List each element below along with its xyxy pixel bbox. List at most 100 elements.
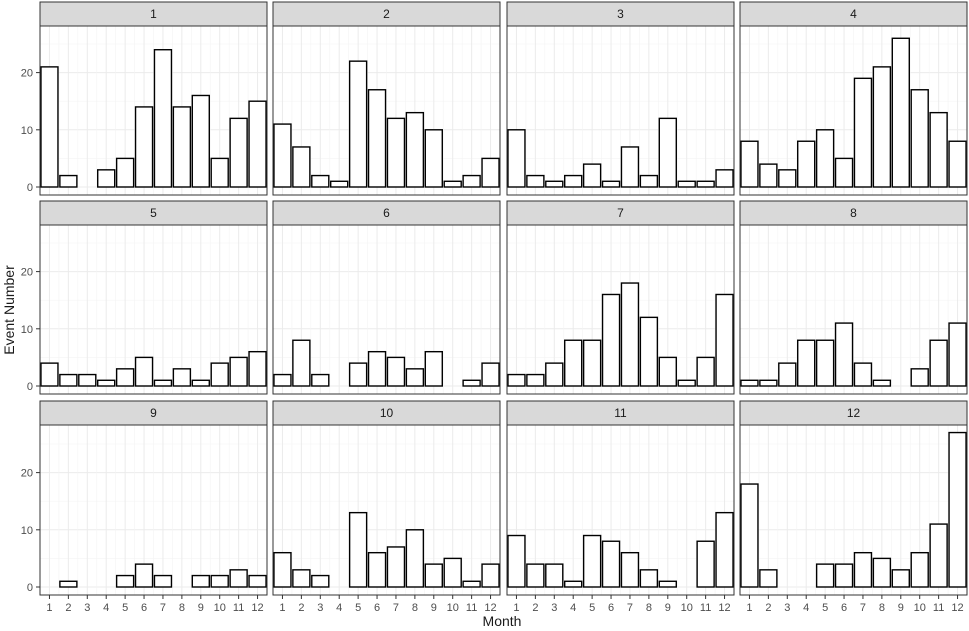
bar-panel-11-month-4 bbox=[564, 580, 583, 588]
x-tick-label: 10 bbox=[214, 602, 226, 614]
bar-panel-10-month-12 bbox=[481, 563, 500, 588]
bar-panel-7-month-3 bbox=[545, 362, 564, 387]
x-axes: 1 2 3 4 5 6 7 8 9 10 11 12 1 2 3 4 5 6 7 8 9 10 11 12 1 2 3 4 5 6 7 8 9 1… bbox=[46, 595, 964, 614]
bar-panel-3-month-11 bbox=[696, 180, 715, 188]
panel-border bbox=[739, 424, 968, 596]
x-tick-label: 2 bbox=[532, 602, 538, 614]
x-tick-label: 4 bbox=[570, 602, 576, 614]
x-tick-label: 4 bbox=[803, 602, 809, 614]
x-tick-label: 9 bbox=[431, 602, 437, 614]
x-tick-label: 6 bbox=[608, 602, 614, 614]
bar-panel-8-month-8 bbox=[872, 379, 892, 387]
x-tick-label: 7 bbox=[393, 602, 399, 614]
bar-panel-8-month-6 bbox=[834, 322, 854, 387]
bar-panel-12-month-7 bbox=[853, 551, 873, 588]
facet-strip-label: 12 bbox=[847, 406, 861, 420]
bar-panel-3-month-7 bbox=[620, 146, 640, 188]
bar-panel-1-month-2 bbox=[59, 174, 78, 188]
x-tick-label: 5 bbox=[122, 602, 128, 614]
x-tick-label: 10 bbox=[914, 602, 926, 614]
x-tick-label: 10 bbox=[681, 602, 693, 614]
bar-panel-6-month-6 bbox=[367, 350, 387, 387]
bar-panel-5-month-8 bbox=[172, 368, 192, 387]
y-tick-label: 0 bbox=[27, 582, 33, 594]
bar-panel-11-month-9 bbox=[658, 580, 677, 588]
bar-panel-10-month-11 bbox=[462, 580, 481, 588]
x-tick-label: 7 bbox=[627, 602, 633, 614]
bar-panel-9-month-11 bbox=[229, 569, 248, 588]
bar-panel-12-month-8 bbox=[872, 557, 892, 588]
x-tick-label: 9 bbox=[198, 602, 204, 614]
bar-panel-7-month-12 bbox=[715, 293, 734, 387]
bar-panel-4-month-5 bbox=[815, 129, 835, 188]
bar-panel-7-month-1 bbox=[507, 373, 526, 387]
bar-panel-5-month-10 bbox=[210, 362, 229, 387]
bar-panel-6-month-7 bbox=[386, 356, 406, 387]
bar-panel-3-month-12 bbox=[715, 169, 734, 188]
panel-border bbox=[506, 224, 735, 395]
bar-panel-3-month-3 bbox=[545, 180, 564, 188]
y-tick-label: 10 bbox=[21, 324, 33, 336]
y-tick-label: 20 bbox=[21, 267, 33, 279]
bar-panel-5-month-3 bbox=[78, 373, 97, 387]
x-tick-label: 12 bbox=[484, 602, 496, 614]
bar-panel-7-month-4 bbox=[564, 339, 583, 387]
x-tick-label: 8 bbox=[879, 602, 885, 614]
bar-panel-10-month-3 bbox=[311, 574, 330, 588]
bar-panel-5-month-9 bbox=[191, 379, 210, 387]
x-tick-label: 3 bbox=[84, 602, 90, 614]
bar-panel-1-month-8 bbox=[172, 106, 192, 188]
bar-panel-3-month-2 bbox=[526, 174, 545, 188]
bar-panel-10-month-2 bbox=[292, 569, 311, 588]
y-axis-title: Event Number bbox=[1, 265, 17, 355]
bar-panel-2-month-10 bbox=[443, 180, 462, 188]
x-tick-label: 2 bbox=[298, 602, 304, 614]
bar-panel-2-month-9 bbox=[424, 129, 443, 188]
bar-panel-8-month-11 bbox=[929, 339, 948, 387]
bar-panel-11-month-6 bbox=[601, 540, 621, 588]
bar-panel-2-month-12 bbox=[481, 157, 500, 188]
bar-panel-4-month-9 bbox=[891, 37, 910, 188]
bar-panel-5-month-4 bbox=[97, 379, 116, 387]
facet-strip bbox=[739, 400, 968, 426]
bar-panel-11-month-8 bbox=[639, 569, 659, 588]
bar-panel-9-month-12 bbox=[248, 574, 267, 588]
x-tick-label: 11 bbox=[233, 602, 244, 614]
x-tick-label: 11 bbox=[933, 602, 944, 614]
facet-strip-label: 5 bbox=[150, 206, 157, 220]
bar-panel-12-month-11 bbox=[929, 523, 948, 588]
y-tick-label: 0 bbox=[27, 381, 33, 393]
bar-panel-8-month-12 bbox=[948, 322, 967, 387]
facet-panel-2: 2 bbox=[272, 1, 501, 196]
facet-panels: 1 2 3 45 6 7 89 10 11 12 bbox=[39, 1, 968, 596]
x-tick-label: 7 bbox=[860, 602, 866, 614]
x-tick-label: 7 bbox=[160, 602, 166, 614]
bar-panel-2-month-4 bbox=[330, 180, 349, 188]
facet-strip-label: 8 bbox=[850, 206, 857, 220]
bar-panel-6-month-9 bbox=[424, 350, 443, 387]
bar-panel-1-month-9 bbox=[191, 94, 210, 188]
bar-panel-3-month-8 bbox=[639, 174, 659, 188]
bar-panel-12-month-10 bbox=[910, 551, 929, 588]
bar-panel-5-month-12 bbox=[248, 350, 267, 387]
x-axis-title: Month bbox=[483, 613, 522, 629]
facet-panel-7: 7 bbox=[506, 200, 735, 395]
bar-panel-9-month-7 bbox=[153, 574, 173, 588]
facet-panel-12: 12 bbox=[739, 400, 968, 596]
x-tick-label: 12 bbox=[951, 602, 963, 614]
bar-panel-1-month-7 bbox=[153, 49, 173, 188]
bar-panel-7-month-6 bbox=[601, 293, 621, 387]
x-tick-label: 8 bbox=[646, 602, 652, 614]
facet-strip bbox=[739, 1, 968, 27]
x-tick-label: 8 bbox=[412, 602, 418, 614]
x-tick-label: 5 bbox=[589, 602, 595, 614]
bar-panel-10-month-7 bbox=[386, 546, 406, 588]
bar-panel-11-month-12 bbox=[715, 511, 734, 588]
x-tick-label: 9 bbox=[665, 602, 671, 614]
bar-panel-12-month-2 bbox=[759, 569, 778, 588]
bar-panel-6-month-11 bbox=[462, 379, 481, 387]
panel-border bbox=[739, 25, 968, 196]
bar-panel-4-month-10 bbox=[910, 89, 929, 188]
bar-panel-6-month-8 bbox=[405, 368, 425, 387]
